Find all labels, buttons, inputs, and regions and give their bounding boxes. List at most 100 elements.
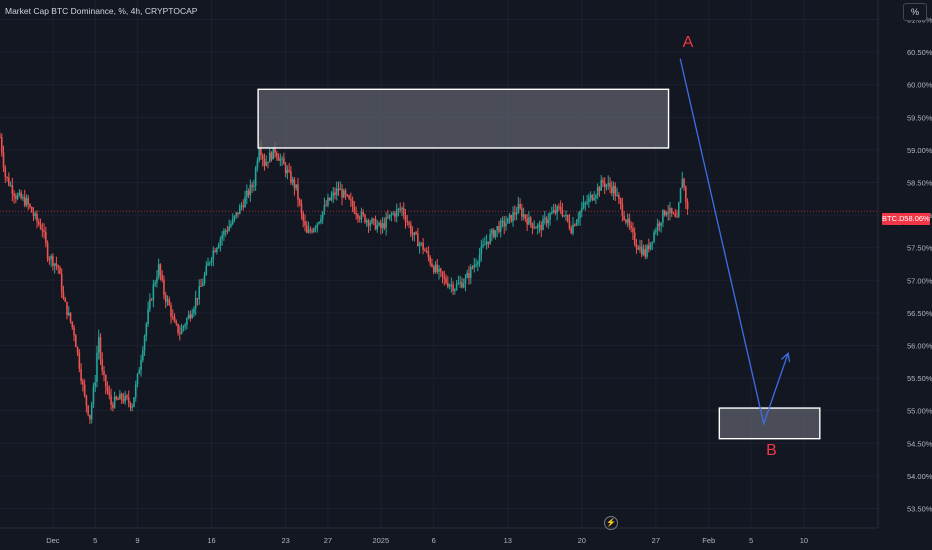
candle-body: [543, 217, 546, 219]
candle-body: [171, 316, 174, 318]
candle-body: [556, 206, 558, 214]
candle-body: [595, 195, 597, 199]
y-tick-label: 58.50%: [907, 179, 932, 188]
candle-body: [589, 194, 592, 198]
candle-body: [526, 218, 528, 225]
candle-body: [293, 179, 296, 189]
candle-body: [87, 405, 89, 416]
candle-body: [258, 147, 260, 161]
candle-body: [584, 202, 587, 204]
candle-body: [390, 214, 393, 216]
candle-body: [351, 200, 354, 207]
candle-body: [46, 242, 49, 260]
candle-body: [99, 337, 102, 360]
candle-body: [15, 196, 17, 199]
candle-body: [339, 189, 342, 191]
candle-body: [547, 219, 550, 224]
candle-body: [642, 249, 645, 255]
candle-body: [332, 192, 335, 197]
candle-body: [632, 228, 634, 233]
candle-body: [565, 214, 567, 216]
candle-body: [600, 180, 603, 191]
candle-body: [85, 395, 88, 406]
candle-body: [365, 220, 368, 223]
candle-body: [334, 192, 336, 195]
candle-body: [355, 212, 357, 215]
candle-body: [304, 220, 306, 226]
candle-body: [147, 308, 149, 324]
candle-body: [441, 271, 444, 277]
y-tick-label: 57.00%: [907, 276, 932, 285]
zone-rectangles[interactable]: [257, 88, 821, 440]
candle-body: [143, 336, 146, 351]
candle-body: [120, 393, 123, 399]
candle-body: [36, 213, 38, 222]
candle-body: [0, 136, 1, 138]
candle-body: [674, 213, 677, 217]
candle-body: [337, 188, 340, 191]
candle-body: [30, 206, 33, 213]
candle-body: [281, 158, 283, 160]
candle-body: [39, 224, 42, 229]
annotation-label-a[interactable]: A: [682, 34, 694, 52]
candle-body: [533, 227, 536, 229]
candle-body: [397, 208, 400, 210]
y-tick-label: 54.00%: [907, 472, 932, 481]
candle-body: [529, 217, 532, 224]
candle-body: [372, 218, 375, 220]
candle-body: [362, 212, 364, 215]
candle-body: [48, 259, 51, 261]
y-tick-label: 56.50%: [907, 309, 932, 318]
candle-body: [427, 251, 430, 258]
candle-body: [313, 228, 315, 232]
candle-body: [164, 295, 167, 302]
candle-body: [577, 218, 580, 222]
candle-body: [231, 218, 234, 224]
candle-body: [9, 185, 12, 187]
candle-body: [568, 220, 571, 229]
candle-body: [658, 223, 661, 226]
candle-body: [561, 209, 564, 216]
candle-body: [510, 214, 513, 222]
lightning-icon[interactable]: ⚡: [604, 516, 618, 530]
candle-body: [168, 299, 171, 306]
candle-body: [318, 221, 320, 224]
candle-body: [489, 234, 491, 244]
candle-body: [575, 221, 578, 226]
annotation-label-b[interactable]: B: [766, 441, 777, 459]
candle-body: [268, 152, 271, 163]
time-axis[interactable]: Dec 5 9 16 23 27 2025 6 13 20 27 Feb 5 10: [46, 536, 808, 545]
candle-body: [431, 263, 433, 267]
candle-body: [485, 241, 488, 245]
percent-scale-button[interactable]: %: [903, 3, 927, 21]
candle-body: [142, 350, 144, 361]
price-axis[interactable]: 61.00%60.50%60.00%59.50%59.00%58.50%58.0…: [907, 16, 932, 514]
candle-body: [247, 190, 250, 196]
candle-body: [64, 298, 67, 302]
candle-body: [127, 397, 130, 403]
candle-body: [157, 264, 160, 278]
candle-body: [224, 230, 227, 232]
candle-body: [464, 277, 467, 284]
candle-body: [140, 360, 142, 371]
candle-body: [50, 256, 52, 260]
candle-body: [320, 219, 322, 222]
candle-body: [461, 282, 463, 288]
candle-body: [409, 224, 412, 234]
candle-body: [226, 230, 229, 232]
candle-body: [94, 382, 97, 387]
candle-body: [607, 182, 610, 185]
x-tick-label: 6: [432, 536, 436, 545]
candle-body: [501, 220, 504, 222]
candle-body: [60, 273, 63, 293]
candle-body: [260, 147, 262, 156]
y-tick-label: 56.00%: [907, 341, 932, 350]
candle-body: [591, 194, 594, 200]
projection-arrow[interactable]: [679, 58, 791, 427]
candle-body: [295, 184, 297, 189]
candle-body: [649, 242, 652, 250]
candle-body: [406, 221, 409, 223]
candle-body: [364, 214, 366, 223]
candle-body: [536, 225, 539, 229]
